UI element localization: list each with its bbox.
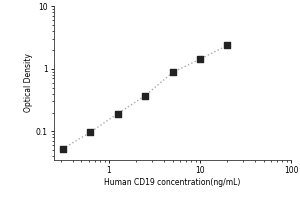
Point [115, 112, 120, 115]
Point [61, 147, 65, 150]
Point [197, 58, 202, 61]
X-axis label: Human CD19 concentration(ng/mL): Human CD19 concentration(ng/mL) [104, 178, 241, 187]
Y-axis label: Optical Density: Optical Density [24, 54, 33, 112]
Point [225, 44, 230, 47]
Point [170, 71, 175, 74]
Point [88, 131, 93, 134]
Point [143, 94, 148, 97]
